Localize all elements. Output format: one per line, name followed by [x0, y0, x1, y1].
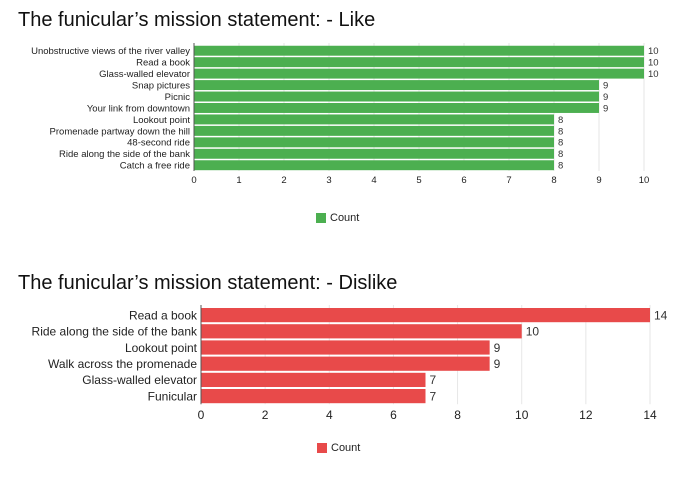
dislike-bar — [201, 389, 426, 404]
like-x-tick-label: 3 — [326, 175, 331, 186]
like-bar — [194, 91, 599, 102]
like-bar — [194, 137, 554, 148]
like-category-label: Promenade partway down the hill — [50, 126, 190, 137]
like-x-tick-label: 8 — [551, 175, 556, 186]
like-x-tick-label: 5 — [416, 175, 421, 186]
like-x-tick-label: 6 — [461, 175, 466, 186]
like-value-label: 9 — [603, 80, 608, 91]
like-category-label: Your link from downtown — [87, 103, 190, 114]
like-category-label: Lookout point — [133, 115, 190, 126]
dislike-x-tick-label: 2 — [262, 408, 269, 422]
like-category-label: Read a book — [136, 58, 190, 69]
like-category-label: 48-second ride — [127, 138, 190, 149]
like-category-label: Glass-walled elevator — [99, 69, 190, 80]
dislike-x-tick-label: 0 — [198, 408, 205, 422]
dislike-chart: The funicular’s mission statement: - Dis… — [0, 240, 700, 480]
like-legend-swatch — [316, 213, 326, 223]
like-category-label: Catch a free ride — [120, 161, 190, 172]
like-x-tick-label: 0 — [191, 175, 196, 186]
dislike-chart-plot: 0 2 4 6 8 10 12 14 Read a book 14 Ride along the s… — [32, 305, 668, 422]
dislike-value-label: 9 — [494, 341, 501, 355]
dislike-bar — [201, 340, 490, 355]
dislike-x-tick-label: 14 — [643, 408, 657, 422]
like-bar — [194, 57, 644, 68]
like-x-tick-label: 9 — [596, 175, 601, 186]
like-value-label: 8 — [558, 126, 563, 137]
like-value-label: 9 — [603, 92, 608, 103]
dislike-category-label: Glass-walled elevator — [82, 373, 197, 387]
like-category-label: Snap pictures — [132, 80, 190, 91]
dislike-x-tick-label: 10 — [515, 408, 529, 422]
like-legend-label: Count — [330, 212, 360, 224]
dislike-value-label: 7 — [430, 389, 437, 403]
like-bar — [194, 103, 599, 113]
like-x-tick-label: 1 — [236, 175, 241, 186]
dislike-bar — [201, 324, 522, 339]
like-x-tick-label: 10 — [639, 175, 650, 186]
dislike-category-label: Lookout point — [125, 341, 198, 355]
dislike-category-label: Walk across the promenade — [48, 357, 197, 371]
like-value-label: 8 — [558, 161, 563, 172]
like-value-label: 8 — [558, 138, 563, 149]
like-category-label: Ride along the side of the bank — [59, 149, 190, 160]
dislike-x-tick-label: 8 — [454, 408, 461, 422]
dislike-x-tick-label: 4 — [326, 408, 333, 422]
dislike-value-label: 14 — [654, 308, 668, 322]
like-value-label: 10 — [648, 69, 659, 80]
dislike-legend-swatch — [317, 443, 327, 453]
like-bar — [194, 148, 554, 159]
dislike-legend-label: Count — [331, 442, 361, 454]
like-value-label: 10 — [648, 46, 659, 57]
dislike-bar — [201, 356, 490, 371]
like-value-label: 9 — [603, 103, 608, 114]
dislike-category-label: Funicular — [148, 389, 197, 403]
like-x-tick-label: 2 — [281, 175, 286, 186]
dislike-bar — [201, 372, 426, 387]
dislike-value-label: 10 — [526, 325, 540, 339]
like-chart-legend: Count — [316, 212, 359, 224]
like-bar — [194, 45, 644, 56]
like-bar — [194, 114, 554, 125]
dislike-x-tick-label: 6 — [390, 408, 397, 422]
like-chart: The funicular’s mission statement: - Lik… — [0, 0, 700, 240]
like-category-label: Picnic — [165, 92, 191, 103]
like-category-label: Unobstructive views of the river valley — [31, 46, 190, 57]
like-chart-title: The funicular’s mission statement: - Lik… — [18, 9, 376, 31]
dislike-chart-legend: Count — [317, 442, 360, 454]
like-x-tick-label: 4 — [371, 175, 376, 186]
like-bar — [194, 68, 644, 79]
dislike-x-tick-label: 12 — [579, 408, 593, 422]
dislike-value-label: 7 — [430, 373, 437, 387]
like-bar — [194, 160, 554, 171]
like-x-tick-label: 7 — [506, 175, 511, 186]
dislike-category-label: Ride along the side of the bank — [32, 325, 198, 339]
dislike-chart-title: The funicular’s mission statement: - Dis… — [18, 272, 398, 294]
like-bar — [194, 80, 599, 91]
like-value-label: 8 — [558, 149, 563, 160]
like-chart-plot: 0 1 2 3 4 5 6 7 8 9 10 Unobstructive views of the r… — [31, 43, 659, 186]
dislike-bar — [201, 308, 650, 323]
dislike-category-label: Read a book — [129, 308, 198, 322]
like-value-label: 8 — [558, 115, 563, 126]
dislike-value-label: 9 — [494, 357, 501, 371]
like-bar — [194, 125, 554, 136]
like-value-label: 10 — [648, 58, 659, 69]
